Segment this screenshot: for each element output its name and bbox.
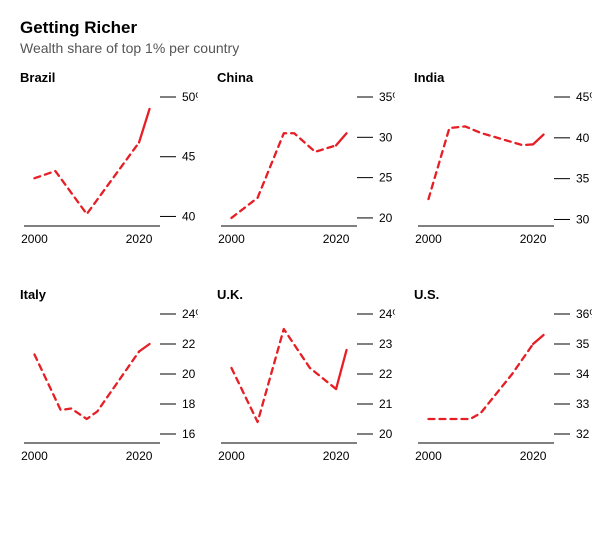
y-tick-label: 18 xyxy=(182,397,196,411)
y-tick-label: 35% xyxy=(379,91,395,104)
chart: 24% 22 20 18 16 2000 2020 xyxy=(20,308,199,478)
y-tick-label: 40 xyxy=(182,209,196,223)
series-dashed xyxy=(34,352,139,420)
y-tick-label: 22 xyxy=(379,367,393,381)
x-tick-label: 2000 xyxy=(21,232,48,246)
x-tick-label: 2000 xyxy=(218,232,245,246)
y-tick-label: 34 xyxy=(576,367,590,381)
panel-uk: U.K. 24% 23 22 21 20 2000 2020 xyxy=(217,287,396,478)
series-solid xyxy=(139,344,149,352)
x-tick-label: 2020 xyxy=(323,449,350,463)
y-tick-label: 16 xyxy=(182,427,196,441)
panel-title: Italy xyxy=(20,287,199,302)
x-tick-label: 2000 xyxy=(415,449,442,463)
x-tick-label: 2020 xyxy=(520,449,547,463)
panel-italy: Italy 24% 22 20 18 16 2000 2020 xyxy=(20,287,199,478)
y-tick-label: 20 xyxy=(379,211,393,225)
y-tick-label: 40 xyxy=(576,131,590,145)
y-tick-label: 24% xyxy=(182,308,198,321)
y-tick-label: 33 xyxy=(576,397,590,411)
y-tick-label: 23 xyxy=(379,337,393,351)
panel-india: India 45% 40 35 30 2000 2020 xyxy=(414,70,593,261)
panel-title: India xyxy=(414,70,593,85)
panel-title: Brazil xyxy=(20,70,199,85)
y-tick-label: 50% xyxy=(182,91,198,104)
page-subtitle: Wealth share of top 1% per country xyxy=(20,40,593,56)
y-tick-label: 30 xyxy=(576,212,590,226)
x-tick-label: 2000 xyxy=(21,449,48,463)
x-tick-label: 2020 xyxy=(520,232,547,246)
series-solid xyxy=(139,109,149,142)
panel-brazil: Brazil 50% 45 40 2000 2020 xyxy=(20,70,199,261)
series-solid xyxy=(533,335,543,344)
y-tick-label: 35 xyxy=(576,337,590,351)
y-tick-label: 32 xyxy=(576,427,590,441)
x-tick-label: 2020 xyxy=(126,232,153,246)
panel-grid: Brazil50%454020002020China35%30252020002… xyxy=(20,70,593,478)
x-tick-label: 2020 xyxy=(323,232,350,246)
chart: 50% 45 40 2000 2020 xyxy=(20,91,199,261)
panel-china: China 35% 30 25 20 2000 2020 xyxy=(217,70,396,261)
panel-title: U.S. xyxy=(414,287,593,302)
panel-title: U.K. xyxy=(217,287,396,302)
chart-page: Getting Richer Wealth share of top 1% pe… xyxy=(0,0,613,540)
panel-us: U.S. 36% 35 34 33 32 2000 2020 xyxy=(414,287,593,478)
series-dashed xyxy=(231,133,336,218)
series-dashed xyxy=(428,126,533,199)
y-tick-label: 45% xyxy=(576,91,592,104)
chart: 35% 30 25 20 2000 2020 xyxy=(217,91,396,261)
series-dashed xyxy=(428,344,533,419)
y-tick-label: 30 xyxy=(379,130,393,144)
y-tick-label: 22 xyxy=(182,337,196,351)
chart: 45% 40 35 30 2000 2020 xyxy=(414,91,593,261)
y-tick-label: 24% xyxy=(379,308,395,321)
y-tick-label: 35 xyxy=(576,172,590,186)
series-solid xyxy=(533,135,543,145)
y-tick-label: 20 xyxy=(379,427,393,441)
page-title: Getting Richer xyxy=(20,18,593,38)
x-tick-label: 2020 xyxy=(126,449,153,463)
y-tick-label: 25 xyxy=(379,171,393,185)
chart: 24% 23 22 21 20 2000 2020 xyxy=(217,308,396,478)
x-tick-label: 2000 xyxy=(218,449,245,463)
panel-title: China xyxy=(217,70,396,85)
series-solid xyxy=(336,350,346,389)
series-dashed xyxy=(231,329,336,422)
series-solid xyxy=(336,133,346,145)
y-tick-label: 20 xyxy=(182,367,196,381)
y-tick-label: 21 xyxy=(379,397,393,411)
series-dashed xyxy=(34,142,139,214)
x-tick-label: 2000 xyxy=(415,232,442,246)
chart: 36% 35 34 33 32 2000 2020 xyxy=(414,308,593,478)
y-tick-label: 45 xyxy=(182,150,196,164)
y-tick-label: 36% xyxy=(576,308,592,321)
